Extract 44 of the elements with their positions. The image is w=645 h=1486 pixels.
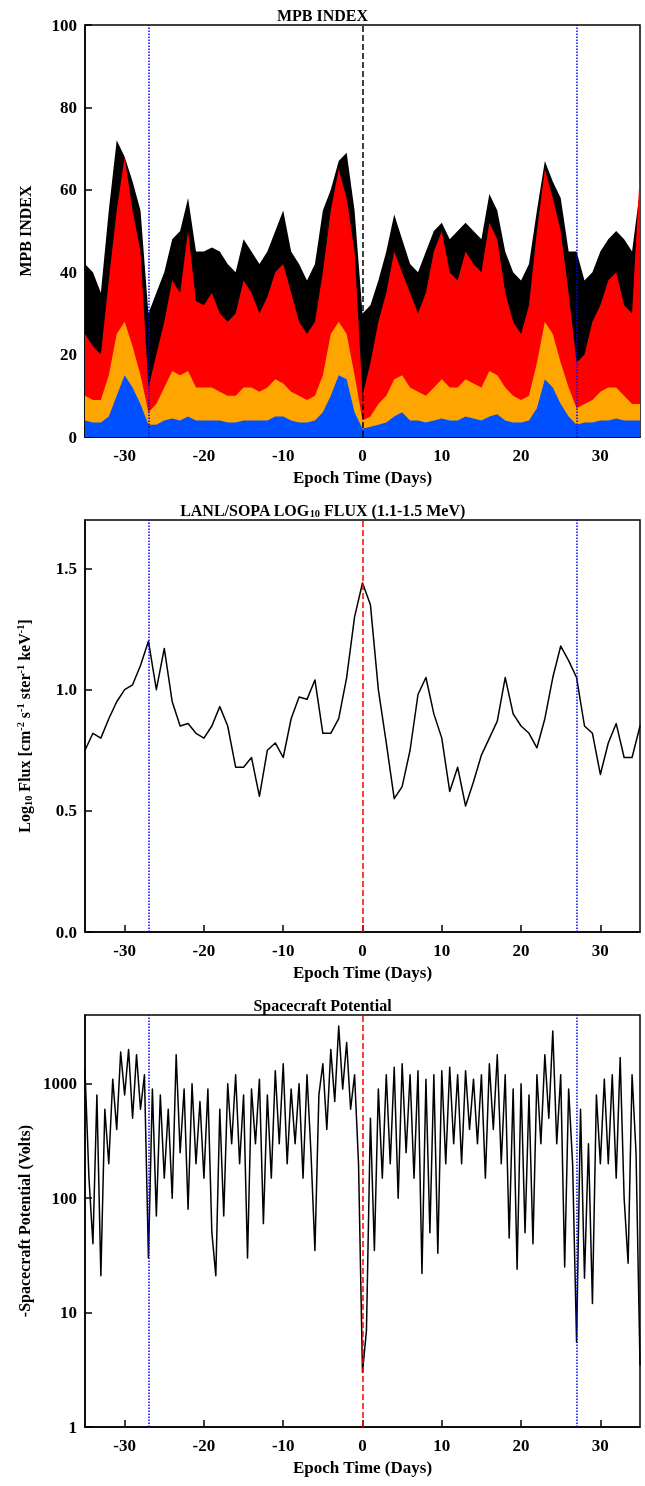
chart-title: LANL/SOPA LOG10 FLUX (1.1-1.5 MeV) (180, 501, 466, 520)
x-axis-title: Epoch Time (Days) (292, 962, 433, 982)
y-tick-label: 100 (51, 1188, 77, 1208)
x-tick-label: 30 (591, 446, 609, 465)
y-axis-title: -Spacecraft Potential (Volts) (15, 1124, 34, 1318)
x-tick-label: -20 (192, 1436, 216, 1455)
y-axis-title: MPB INDEX (16, 185, 34, 277)
y-tick-label: 10 (60, 1303, 77, 1323)
x-tick-label: 0 (358, 941, 367, 960)
x-tick-label: 0 (358, 446, 367, 465)
x-axis-title: Epoch Time (Days) (292, 1457, 433, 1477)
x-tick-label: -30 (113, 941, 136, 960)
y-tick-label: 1.5 (55, 558, 77, 578)
x-tick-label: -30 (113, 446, 136, 465)
y-tick-label: 0 (68, 427, 77, 447)
x-tick-label: -10 (271, 1436, 295, 1455)
x-tick-label: 20 (512, 941, 530, 960)
y-tick-label: 1 (68, 1417, 77, 1437)
x-tick-label: 10 (433, 446, 451, 465)
x-tick-label: 30 (591, 1436, 609, 1455)
y-tick-label: 60 (60, 180, 77, 200)
chart-title: Spacecraft Potential (253, 996, 393, 1015)
x-axis-title: Epoch Time (Days) (292, 467, 433, 487)
y-tick-label: 20 (60, 345, 77, 365)
y-tick-label: 80 (60, 97, 77, 117)
y-tick-label: 1.0 (55, 680, 77, 700)
x-tick-label: -20 (192, 446, 216, 465)
x-tick-label: 0 (358, 1436, 367, 1455)
y-tick-label: 0.0 (55, 922, 77, 942)
x-tick-label: -30 (113, 1436, 136, 1455)
x-tick-label: 10 (433, 1436, 451, 1455)
y-tick-label: 0.5 (55, 801, 77, 821)
y-tick-label: 100 (51, 15, 77, 35)
x-tick-label: 20 (512, 1436, 530, 1455)
y-tick-label: 1000 (43, 1074, 77, 1094)
y-tick-label: 40 (60, 262, 77, 282)
text: Log10 Flux [cm-2 s-1 ster-1 keV-1] (14, 619, 34, 833)
x-tick-label: -20 (192, 941, 216, 960)
x-tick-label: 20 (512, 446, 530, 465)
x-tick-label: -10 (271, 446, 295, 465)
x-tick-label: -10 (271, 941, 295, 960)
chart-title: MPB INDEX (276, 6, 369, 24)
x-tick-label: 30 (591, 941, 609, 960)
x-tick-label: 10 (433, 941, 451, 960)
